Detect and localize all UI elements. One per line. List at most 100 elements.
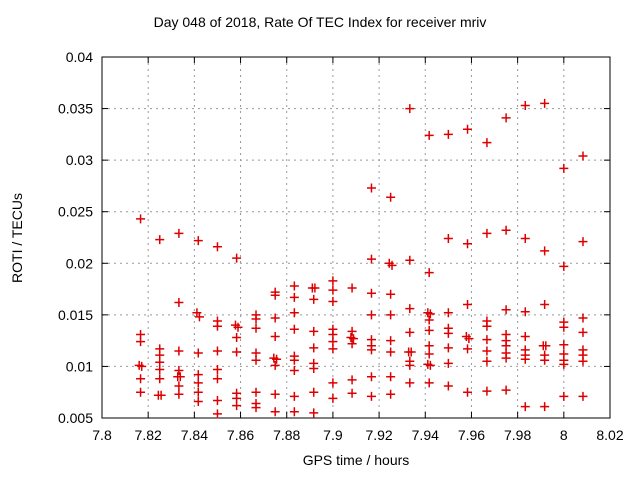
data-point-marker (309, 363, 319, 373)
data-point-marker (212, 395, 222, 405)
data-point-marker (425, 360, 435, 370)
data-point-marker (559, 359, 569, 369)
data-point-marker (424, 378, 434, 388)
data-point-marker (309, 294, 319, 304)
data-point-marker (251, 355, 261, 365)
data-point-marker (270, 332, 280, 342)
data-point-marker (309, 343, 319, 353)
data-point-marker (559, 322, 569, 332)
data-point-marker (386, 347, 396, 357)
data-point-marker (443, 129, 453, 139)
data-point-marker (405, 304, 415, 314)
data-point-marker (193, 378, 203, 388)
data-point-marker (424, 130, 434, 140)
data-point-marker (405, 378, 415, 388)
data-point-marker (310, 283, 320, 293)
x-tick-label: 7.86 (227, 427, 254, 443)
data-point-marker (289, 407, 299, 417)
plot-border (101, 56, 611, 419)
data-point-marker (501, 353, 511, 363)
data-point-marker (559, 261, 569, 271)
data-point-marker (156, 390, 166, 400)
data-point-marker (559, 340, 569, 350)
data-point-marker (463, 300, 473, 310)
data-point-marker (540, 300, 550, 310)
data-point-marker (328, 344, 338, 354)
data-point-marker (289, 324, 299, 334)
data-point-marker (578, 327, 588, 337)
data-point-marker (520, 307, 530, 317)
data-point-marker (289, 355, 299, 365)
data-point-marker (175, 372, 185, 382)
data-point-marker (289, 391, 299, 401)
data-point-marker (174, 346, 184, 356)
data-point-marker (212, 365, 222, 375)
data-point-marker (270, 407, 280, 417)
x-tick-label: 7.9 (323, 427, 343, 443)
data-point-marker (212, 374, 222, 384)
data-point-marker (348, 334, 358, 344)
data-point-marker (366, 254, 376, 264)
data-point-marker (136, 374, 146, 384)
chart-title: Day 048 of 2018, Rate Of TEC Index for r… (153, 14, 487, 30)
data-point-marker (578, 313, 588, 323)
data-point-marker (174, 366, 184, 376)
data-point-marker (174, 389, 184, 399)
data-point-marker (366, 310, 376, 320)
data-point-marker (520, 354, 530, 364)
data-point-marker (174, 297, 184, 307)
data-point-marker (405, 327, 415, 337)
data-point-marker (366, 345, 376, 355)
x-tick-label: 7.96 (458, 427, 485, 443)
data-point-marker (463, 124, 473, 134)
data-point-marker (251, 323, 261, 333)
data-point-marker (425, 309, 435, 319)
data-point-marker (270, 389, 280, 399)
data-point-marker (386, 289, 396, 299)
data-point-marker (174, 381, 184, 391)
data-point-marker (464, 334, 474, 344)
data-point-marker (212, 321, 222, 331)
data-point-marker (405, 255, 415, 265)
data-point-marker (174, 228, 184, 238)
data-point-marker (251, 403, 261, 413)
data-point-marker (194, 312, 204, 322)
data-point-marker (482, 356, 492, 366)
data-point-marker (193, 370, 203, 380)
data-point-marker (540, 355, 550, 365)
y-tick-label: 0.035 (58, 101, 93, 117)
data-point-marker (232, 401, 242, 411)
data-point-marker (424, 349, 434, 359)
x-tick-label: 7.82 (135, 427, 162, 443)
x-tick-label: 8 (560, 427, 568, 443)
x-tick-label: 8.02 (596, 427, 623, 443)
y-tick-label: 0.025 (58, 204, 93, 220)
data-point-marker (347, 388, 357, 398)
data-point-marker (501, 113, 511, 123)
data-point-marker (406, 347, 416, 357)
data-point-marker (232, 333, 242, 343)
data-point-marker (251, 387, 261, 397)
data-point-marker (270, 313, 280, 323)
data-point-marker (520, 402, 530, 412)
data-point-marker (193, 387, 203, 397)
data-point-marker (328, 285, 338, 295)
data-point-marker (443, 381, 453, 391)
data-point-marker (463, 344, 473, 354)
y-tick-label: 0.04 (66, 49, 93, 65)
data-point-marker (347, 375, 357, 385)
data-point-marker (578, 237, 588, 247)
data-point-marker (578, 391, 588, 401)
data-point-marker (272, 354, 282, 364)
data-point-marker (270, 290, 280, 300)
data-point-marker (212, 242, 222, 252)
data-point-marker (386, 372, 396, 382)
data-point-marker (463, 239, 473, 249)
x-tick-label: 7.92 (365, 427, 392, 443)
data-point-marker (136, 337, 146, 347)
data-point-marker (193, 348, 203, 358)
data-point-marker (443, 308, 453, 318)
data-point-marker (482, 138, 492, 148)
